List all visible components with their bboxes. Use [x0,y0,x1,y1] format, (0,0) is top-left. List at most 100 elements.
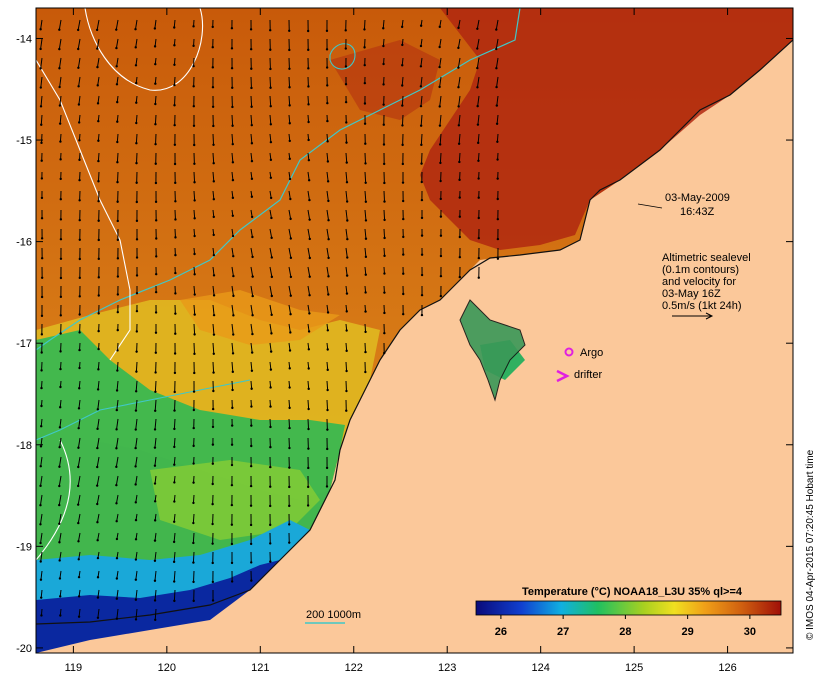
velocity-arrow-head [77,407,81,410]
velocity-arrow-head [438,105,441,108]
velocity-arrow-head [97,276,100,279]
velocity-arrow-head [476,47,479,50]
svg-text:Altimetric sealevel: Altimetric sealevel [662,252,751,264]
velocity-arrow [269,133,272,143]
velocity-arrow-head [289,331,292,334]
velocity-arrow [59,399,62,408]
velocity-arrow-head [134,501,137,504]
velocity-arrow [212,152,215,164]
velocity-arrow-head [458,160,461,164]
velocity-arrow [97,532,100,541]
velocity-arrow [269,323,272,334]
velocity-arrow [439,133,442,145]
velocity-arrow-head [325,29,329,33]
velocity-arrow-head [439,179,442,183]
velocity-arrow-head [116,100,119,104]
velocity-arrow-head [39,523,42,526]
velocity-arrow [420,114,423,126]
velocity-arrow-head [96,65,99,69]
velocity-arrow [58,38,62,50]
velocity-arrow-head [402,292,405,296]
velocity-arrow-head [382,123,385,126]
velocity-arrow-head [307,330,311,333]
velocity-arrow [288,285,292,296]
velocity-arrow [40,589,43,598]
velocity-arrow [307,323,310,332]
velocity-arrow-head [383,181,386,185]
velocity-arrow [231,285,234,296]
velocity-arrow-head [173,599,176,603]
velocity-arrow-head [306,485,310,489]
velocity-arrow-head [382,162,386,166]
velocity-arrow [307,228,311,240]
velocity-arrow [458,152,461,162]
velocity-arrow-head [230,27,234,30]
drifter-marker [556,369,570,383]
velocity-arrow-head [251,235,254,239]
lon-tick-label: 125 [625,662,643,674]
velocity-arrow-head [192,541,195,545]
velocity-arrow-head [211,25,214,29]
velocity-arrow [116,589,119,599]
velocity-arrow-head [76,28,80,32]
velocity-arrow-head [307,427,310,431]
svg-text:and velocity for: and velocity for [662,276,736,288]
velocity-arrow-head [78,387,81,390]
velocity-arrow-head [477,159,480,163]
velocity-arrow-head [172,540,176,544]
velocity-arrow-head [496,237,500,241]
velocity-arrow [116,152,119,163]
velocity-arrow-head [438,124,442,127]
velocity-arrow [231,304,234,316]
velocity-arrow-head [78,348,81,352]
velocity-arrow-head [382,103,385,106]
velocity-arrow-head [96,102,100,105]
velocity-arrow-head [58,426,62,429]
velocity-arrow-head [173,44,176,47]
velocity-arrow-head [289,197,292,201]
velocity-arrow [193,304,196,315]
velocity-arrow-head [192,426,195,430]
velocity-arrow-head [58,484,61,488]
velocity-arrow-head [307,387,310,391]
velocity-arrow-head [401,181,405,184]
velocity-arrow-head [269,86,272,89]
velocity-arrow-head [345,389,348,393]
velocity-arrow-head [58,122,62,125]
velocity-arrow-head [212,294,216,297]
velocity-arrow [364,171,367,183]
velocity-arrow-head [270,332,273,335]
velocity-arrow-head [78,313,81,316]
velocity-arrow-head [96,388,100,391]
velocity-arrow-head [364,370,367,374]
velocity-arrow [288,304,292,315]
velocity-arrow [250,342,253,353]
velocity-arrow-head [230,580,234,583]
velocity-arrow-head [154,102,157,106]
velocity-arrow-head [496,217,500,221]
velocity-arrow-head [58,47,61,51]
velocity-arrow [326,152,329,162]
velocity-arrow-head [327,238,330,241]
velocity-arrow-head [96,596,100,599]
velocity-arrow-head [269,350,273,353]
velocity-arrow-head [438,45,441,49]
velocity-arrow [78,95,81,105]
velocity-arrow-head [288,485,291,489]
velocity-arrow-head [116,257,120,260]
velocity-arrow-head [476,104,479,108]
velocity-arrow [154,399,157,411]
velocity-arrow [288,95,291,106]
velocity-arrow-head [39,67,42,70]
velocity-arrow [269,266,273,277]
velocity-arrow [326,399,329,411]
velocity-arrow [78,76,81,87]
velocity-arrow [154,418,157,430]
lon-tick-label: 120 [158,662,176,674]
velocity-arrow-head [308,294,311,297]
velocity-arrow-head [134,446,137,450]
velocity-arrow-head [458,235,462,239]
velocity-arrow-head [402,272,405,275]
velocity-arrow-head [250,561,253,564]
velocity-arrow-head [439,254,443,258]
